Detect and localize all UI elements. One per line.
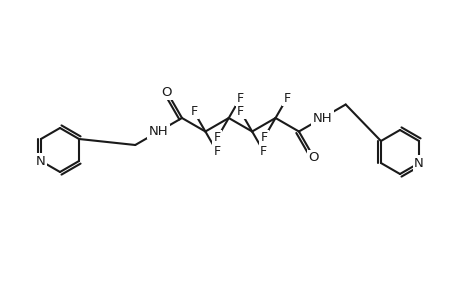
Text: F: F (260, 131, 267, 144)
Text: F: F (190, 105, 197, 118)
Text: NH: NH (148, 125, 168, 138)
Text: F: F (259, 145, 267, 158)
Text: NH: NH (312, 112, 331, 124)
Text: N: N (413, 157, 423, 169)
Text: O: O (162, 85, 172, 98)
Text: F: F (213, 131, 220, 144)
Text: N: N (36, 154, 46, 167)
Text: F: F (236, 105, 244, 118)
Text: F: F (236, 92, 243, 105)
Text: F: F (213, 145, 220, 158)
Text: O: O (308, 151, 319, 164)
Text: F: F (283, 92, 290, 105)
